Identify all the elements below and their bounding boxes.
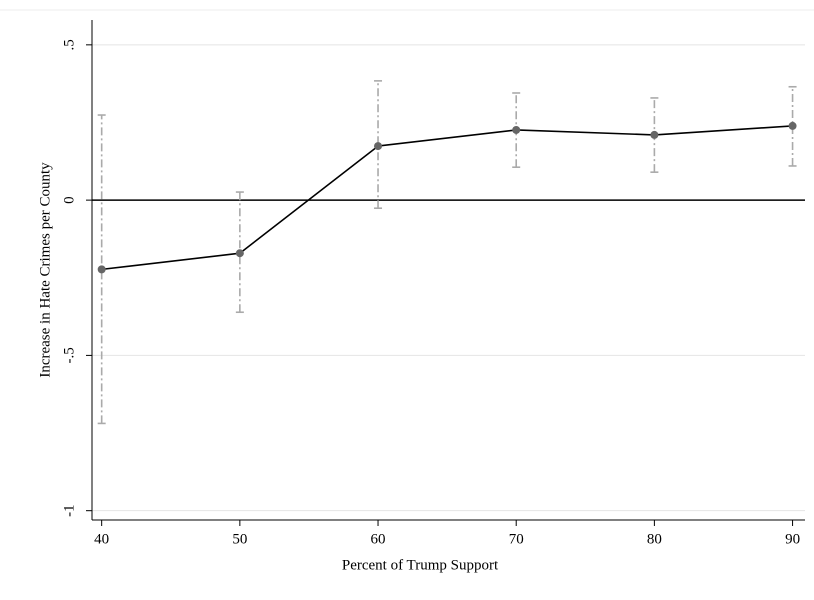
y-tick-label: .5: [61, 39, 77, 50]
series-line: [101, 125, 793, 271]
x-tick-label: 70: [509, 531, 524, 547]
x-tick-label: 60: [371, 531, 386, 547]
point: [235, 249, 244, 258]
point: [512, 125, 521, 134]
point: [650, 130, 659, 139]
x-tick-label: 40: [94, 531, 109, 547]
x-axis-title: Percent of Trump Support: [342, 557, 499, 573]
y-tick-label: -.5: [61, 347, 77, 363]
point: [788, 121, 797, 130]
x-tick-label: 50: [232, 531, 247, 547]
y-tick-label: 0: [61, 196, 77, 204]
x-tick-label: 80: [647, 531, 662, 547]
point: [97, 265, 106, 274]
x-tick-label: 90: [785, 531, 800, 547]
y-tick-label: -1: [61, 504, 77, 517]
point: [374, 142, 383, 151]
y-axis-title: Increase in Hate Crimes per County: [37, 162, 53, 378]
